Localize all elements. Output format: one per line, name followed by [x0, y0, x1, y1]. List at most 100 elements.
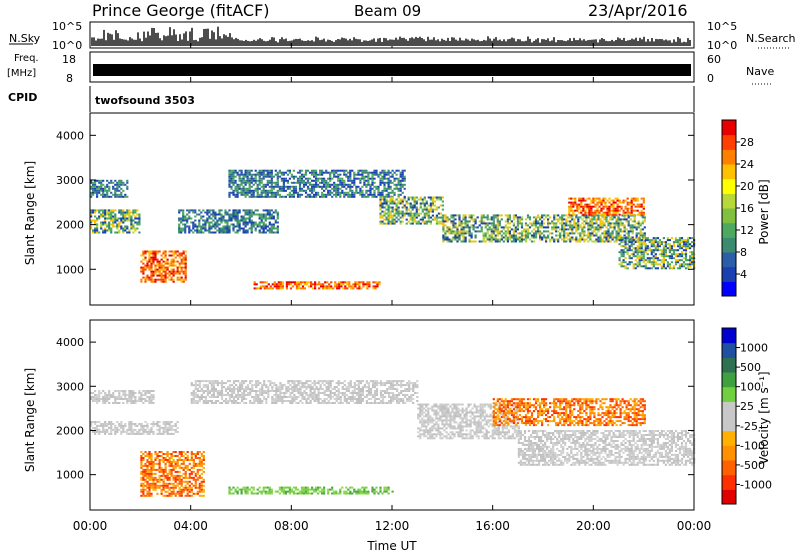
heatmap-cell — [367, 173, 370, 176]
heatmap-cell — [270, 223, 273, 226]
heatmap-cell — [571, 232, 574, 235]
heatmap-cell — [256, 225, 259, 228]
heatmap-cell — [450, 214, 453, 217]
heatmap-cell — [506, 214, 509, 217]
heatmap-cell — [492, 218, 495, 221]
heatmap-cell — [358, 285, 361, 288]
heatmap-cell — [642, 251, 645, 254]
heatmap-cell — [92, 231, 95, 234]
power-colorbar-label: Power [dB] — [757, 179, 771, 244]
heatmap-cell — [142, 482, 145, 485]
heatmap-cell — [182, 486, 185, 489]
heatmap-cell — [452, 232, 455, 235]
heatmap-cell — [462, 214, 465, 217]
heatmap-cell — [555, 230, 558, 233]
heatmap-cell — [444, 220, 447, 223]
heatmap-cell — [464, 236, 467, 239]
heatmap-cell — [112, 423, 115, 425]
heatmap-cell — [636, 239, 639, 242]
heatmap-cell — [514, 230, 517, 233]
heatmap-cell — [110, 424, 113, 427]
heatmap-cell — [640, 253, 643, 256]
heatmap-cell — [638, 255, 641, 258]
heatmap-cell — [636, 247, 639, 250]
heatmap-cell — [174, 270, 177, 273]
heatmap-cell — [120, 221, 123, 224]
heatmap-cell — [636, 205, 639, 208]
heatmap-cell — [494, 216, 497, 219]
heatmap-cell — [622, 251, 625, 254]
heatmap-cell — [98, 398, 101, 400]
heatmap-cell — [178, 278, 181, 281]
heatmap-cell — [631, 236, 634, 239]
heatmap-cell — [190, 476, 193, 479]
heatmap-cell — [641, 228, 644, 231]
heatmap-cell — [116, 185, 119, 188]
heatmap-cell — [204, 384, 207, 387]
heatmap-cell — [144, 392, 147, 394]
heatmap-cell — [454, 230, 457, 233]
heatmap-cell — [369, 193, 372, 196]
heatmap-cell — [508, 238, 511, 241]
heatmap-cell — [184, 274, 187, 277]
heatmap-cell — [94, 231, 97, 234]
heatmap-cell — [373, 177, 376, 180]
heatmap-cell — [640, 239, 643, 242]
heatmap-cell — [676, 259, 680, 262]
heatmap-cell — [582, 213, 585, 216]
heatmap-cell — [162, 270, 165, 273]
heatmap-cell — [482, 234, 485, 237]
heatmap-cell — [128, 392, 131, 394]
heatmap-cell — [182, 215, 185, 218]
heatmap-cell — [144, 268, 147, 271]
heatmap-cell — [399, 193, 402, 196]
heatmap-cell — [289, 283, 292, 286]
heatmap-cell — [106, 398, 109, 400]
heatmap-cell — [194, 384, 197, 387]
heatmap-cell — [268, 175, 271, 178]
heatmap-cell — [557, 214, 560, 217]
heatmap-cell — [234, 171, 237, 174]
heatmap-cell — [150, 457, 153, 459]
heatmap-cell — [196, 213, 199, 216]
heatmap-cell — [234, 179, 237, 182]
heatmap-cell — [290, 181, 293, 184]
heatmap-cell — [557, 230, 560, 233]
heatmap-cell — [132, 219, 135, 222]
heatmap-cell — [122, 392, 125, 394]
heatmap-cell — [415, 212, 418, 215]
heatmap-cell — [176, 430, 179, 433]
heatmap-cell — [628, 245, 631, 248]
heatmap-cell — [200, 482, 203, 485]
heatmap-cell — [184, 457, 187, 459]
heatmap-cell — [302, 179, 306, 182]
heatmap-cell — [174, 486, 177, 489]
heatmap-cell — [387, 222, 390, 225]
heatmap-cell — [484, 216, 487, 219]
heatmap-cell — [569, 238, 572, 241]
heatmap-cell — [160, 451, 163, 453]
heatmap-cell — [458, 216, 461, 219]
heatmap-cell — [275, 287, 278, 290]
heatmap-cell — [395, 212, 398, 215]
heatmap-cell — [395, 220, 398, 223]
heatmap-cell — [258, 229, 261, 232]
heatmap-cell — [286, 185, 289, 188]
heatmap-cell — [184, 480, 187, 483]
heatmap-cell — [250, 191, 253, 194]
heatmap-cell — [210, 217, 213, 220]
heatmap-cell — [184, 464, 187, 467]
heatmap-cell — [114, 179, 117, 182]
heatmap-cell — [581, 238, 584, 241]
heatmap-cell — [456, 240, 459, 243]
heatmap-cell — [96, 227, 99, 230]
heatmap-cell — [94, 189, 97, 192]
heatmap-cell — [508, 222, 511, 225]
heatmap-cell — [530, 234, 534, 237]
heatmap-cell — [343, 169, 346, 172]
heatmap-cell — [244, 187, 247, 190]
heatmap-cell — [401, 191, 404, 194]
heatmap-cell — [184, 268, 187, 271]
heatmap-cell — [130, 424, 133, 427]
